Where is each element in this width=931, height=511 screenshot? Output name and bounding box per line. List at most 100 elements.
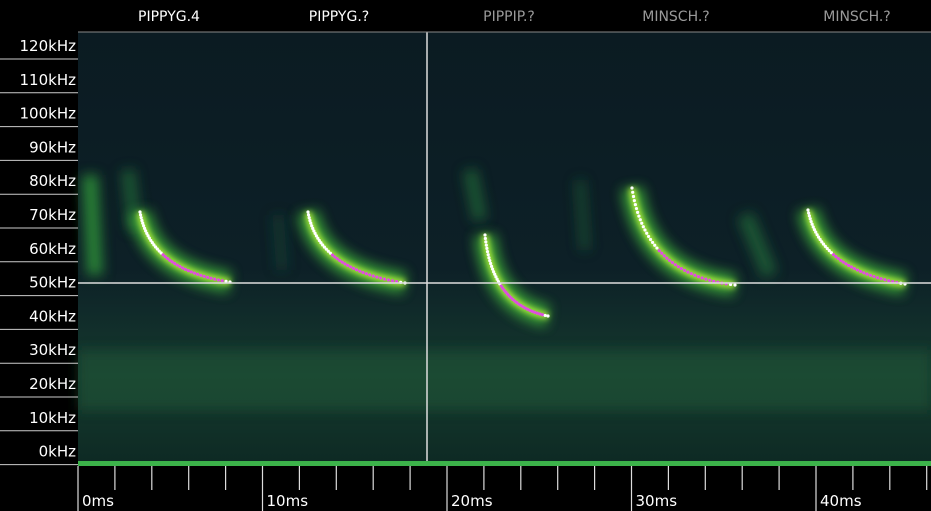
trace-point (343, 262, 347, 266)
trace-point (821, 242, 826, 246)
trace-point (660, 251, 664, 255)
trace-point (638, 218, 642, 222)
trace-point (149, 238, 153, 243)
trace-point (168, 258, 172, 262)
trace-point (872, 274, 876, 279)
frequency-label: 10kHz (29, 409, 76, 427)
trace-point (487, 256, 491, 260)
trace-point (351, 266, 356, 270)
trace-point (528, 308, 532, 312)
trace-point (634, 206, 639, 211)
selection-bar (78, 461, 931, 466)
trace-point (533, 310, 537, 314)
trace-point (640, 221, 644, 225)
trace-point (209, 276, 213, 280)
trace-point (358, 269, 362, 273)
trace-point (849, 265, 854, 269)
trace-point (371, 274, 375, 278)
trace-point (650, 240, 655, 245)
trace-point (812, 227, 817, 232)
trace-point (340, 260, 344, 264)
trace-point (806, 208, 810, 212)
trace-point (831, 253, 836, 257)
trace-point (807, 211, 811, 215)
trace-point (159, 251, 163, 255)
species-label: MINSCH.? (642, 9, 710, 25)
trace-point (319, 241, 323, 245)
species-bar: PIPPYG.4 PIPPYG.? PIPPIP.? MINSCH.? MINSCH.? (138, 9, 891, 25)
trace-point (811, 225, 815, 229)
trace-point (485, 249, 490, 254)
frequency-label: 90kHz (29, 138, 76, 156)
trace-point (686, 270, 690, 274)
trace-point (354, 268, 359, 272)
trace-point (704, 277, 708, 281)
trace-point (138, 210, 142, 214)
trace-point (333, 255, 337, 259)
trace-point (815, 233, 819, 237)
trace-point (494, 275, 498, 279)
trace-point (862, 271, 866, 275)
trace-point (662, 254, 666, 258)
trace-point (645, 231, 649, 235)
frequency-label: 70kHz (29, 206, 76, 224)
trace-point (489, 264, 494, 268)
trace-point (858, 269, 863, 274)
frequency-label: 40kHz (29, 307, 76, 325)
species-label: PIPPYG.4 (138, 9, 200, 25)
trace-point (733, 283, 737, 287)
trace-point (146, 234, 150, 238)
trace-point (311, 226, 315, 230)
trace-point (637, 214, 641, 218)
trace-point (346, 263, 350, 267)
trace-point (875, 276, 880, 280)
trace-point (313, 231, 317, 235)
trace-point (490, 267, 495, 271)
trace-point (834, 255, 838, 259)
trace-point (630, 186, 634, 190)
trace-point (829, 251, 833, 255)
trace-point (492, 270, 496, 274)
trace-point (810, 222, 814, 226)
trace-point (386, 278, 390, 282)
trace-point (140, 218, 144, 223)
trace-point (180, 266, 185, 270)
trace-point (807, 214, 811, 218)
trace-point (836, 256, 840, 261)
trace-point (653, 243, 657, 247)
trace-point (631, 190, 635, 194)
trace-point (633, 203, 637, 207)
trace-point (852, 266, 857, 271)
trace-point (865, 272, 869, 276)
trace-point (142, 226, 147, 230)
trace-point (673, 263, 677, 267)
trace-point (693, 273, 697, 277)
frequency-label: 60kHz (29, 240, 76, 258)
trace-point (538, 312, 542, 316)
trace-point (820, 240, 824, 244)
trace-point (310, 224, 314, 228)
trace-point (175, 263, 179, 267)
time-label: 20ms (451, 492, 493, 510)
trace-point (485, 246, 489, 251)
trace-point (484, 240, 488, 244)
trace-point (147, 236, 151, 240)
trace-point (827, 249, 831, 253)
trace-point (338, 258, 342, 263)
trace-point (141, 221, 145, 225)
trace-point (312, 229, 316, 233)
frequency-label: 110kHz (20, 71, 77, 89)
trace-point (220, 279, 224, 283)
trace-point (530, 309, 534, 313)
trace-point (155, 247, 159, 251)
trace-point (138, 213, 143, 217)
trace-point (670, 260, 675, 265)
trace-point (361, 270, 365, 275)
trace-point (708, 278, 712, 282)
frequency-axis: 120kHz 110kHz 100kHz 90kHz 80kHz 70kHz 60kHz 50… (0, 37, 78, 466)
trace-point (165, 256, 170, 261)
trace-point (657, 249, 661, 253)
trace-point (879, 277, 883, 281)
trace-point (375, 275, 379, 279)
